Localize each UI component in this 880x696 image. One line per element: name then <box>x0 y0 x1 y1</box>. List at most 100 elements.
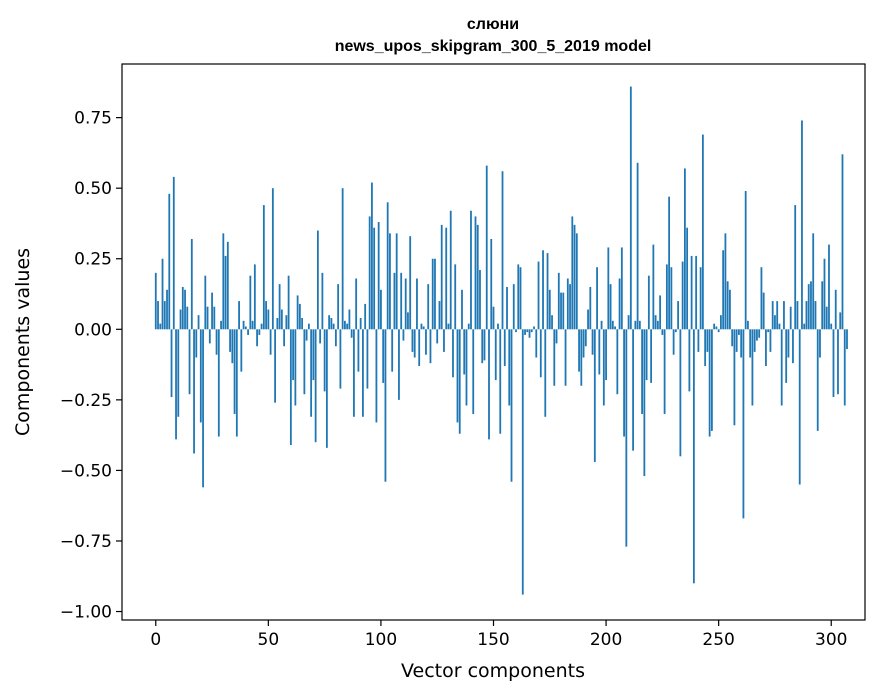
bar <box>488 329 490 440</box>
bar <box>605 329 607 381</box>
bar <box>652 244 655 330</box>
bar <box>805 301 808 330</box>
bar <box>539 329 542 378</box>
bar <box>334 329 337 347</box>
bar <box>625 329 628 547</box>
bar <box>810 281 812 330</box>
bar <box>677 301 680 330</box>
bar <box>418 329 421 366</box>
bar <box>422 326 425 330</box>
bar <box>814 301 817 330</box>
bar <box>598 329 601 375</box>
bar <box>289 329 292 446</box>
bar <box>429 329 432 364</box>
bar <box>695 255 698 330</box>
bar <box>233 329 236 414</box>
bar <box>729 289 731 330</box>
bar <box>420 323 423 330</box>
bar <box>298 303 301 330</box>
y-tick-label: 0.75 <box>74 109 112 129</box>
bar <box>807 284 810 330</box>
bar <box>436 329 439 344</box>
bar <box>521 329 524 595</box>
bar <box>251 320 254 330</box>
bar <box>314 329 317 443</box>
bar <box>499 329 502 434</box>
bar <box>614 326 616 330</box>
bar <box>591 329 594 355</box>
bar <box>688 329 691 392</box>
bar <box>497 323 499 330</box>
bar <box>249 275 252 330</box>
bar <box>819 329 821 358</box>
plot-frame <box>121 63 866 621</box>
bar <box>195 329 198 358</box>
bar <box>636 162 639 330</box>
bar <box>359 318 362 330</box>
bar <box>758 329 761 338</box>
bar <box>535 329 538 358</box>
bar <box>389 233 391 330</box>
bar <box>395 233 398 330</box>
x-tick-label: 0 <box>150 630 161 650</box>
bar <box>321 272 324 330</box>
bar <box>364 303 367 330</box>
bar <box>411 329 414 352</box>
bar <box>276 318 279 330</box>
x-tick-label: 200 <box>590 630 622 650</box>
bar <box>735 329 738 352</box>
bar <box>661 329 664 335</box>
bar <box>562 292 565 330</box>
y-tick-label: 0.00 <box>74 320 112 340</box>
bar <box>458 329 461 434</box>
bar <box>623 329 625 437</box>
bar <box>494 329 497 381</box>
bar <box>731 329 734 347</box>
bar <box>449 210 452 330</box>
bar <box>269 329 272 355</box>
bar <box>767 329 770 333</box>
bar <box>170 329 173 398</box>
bar <box>404 278 407 330</box>
y-axis-label: Components values <box>12 248 34 436</box>
x-tick-label: 150 <box>477 630 509 650</box>
bar <box>843 329 846 406</box>
bar <box>355 278 358 330</box>
bar <box>593 329 596 462</box>
bar <box>774 315 776 330</box>
bar <box>325 329 328 448</box>
bar <box>569 284 571 330</box>
bar <box>371 182 373 330</box>
bar <box>582 329 585 358</box>
bar <box>434 258 436 330</box>
bar <box>589 286 592 330</box>
bar <box>503 329 506 366</box>
bar <box>530 329 533 333</box>
bar-series <box>154 86 848 595</box>
bar <box>344 320 346 330</box>
bar <box>368 216 371 330</box>
bar <box>607 247 610 330</box>
bar <box>756 329 758 341</box>
bar <box>697 329 700 352</box>
bar <box>548 289 551 330</box>
bar <box>789 306 792 330</box>
bar <box>837 329 839 395</box>
bar <box>762 292 765 330</box>
bar <box>366 329 369 389</box>
bar <box>463 329 466 375</box>
bar <box>832 329 835 398</box>
bar <box>760 267 763 330</box>
bar <box>515 329 517 333</box>
bar <box>672 329 675 355</box>
x-axis-label: Vector components <box>401 660 585 682</box>
bar <box>580 329 583 386</box>
bar <box>425 329 427 355</box>
bar <box>400 272 403 330</box>
bar <box>154 272 157 330</box>
bar <box>711 329 713 431</box>
bar <box>665 264 668 330</box>
bar <box>533 326 535 330</box>
bar <box>744 191 747 330</box>
